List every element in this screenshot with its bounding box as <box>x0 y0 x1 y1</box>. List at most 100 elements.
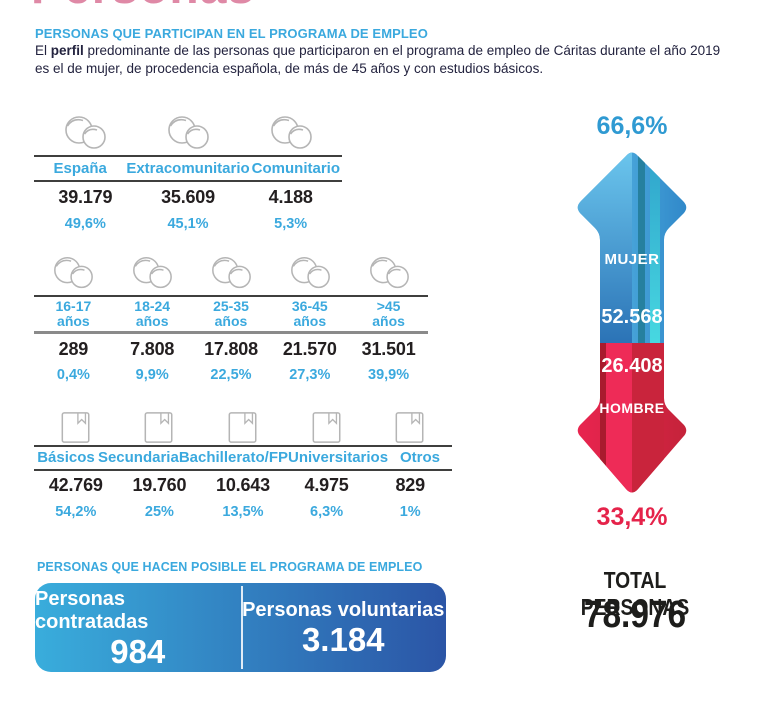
gender-arrow-chart <box>577 152 687 493</box>
origin-value: 39.179 <box>58 186 113 207</box>
age-value: 289 <box>58 338 89 359</box>
age-label: 36-45 <box>291 298 328 314</box>
female-label: MUJER <box>604 251 660 268</box>
intro-rest: predominante de las personas que partici… <box>83 43 721 58</box>
people-icon <box>133 256 173 289</box>
age-label: 25-35 <box>213 298 249 314</box>
age-label: 18-24 <box>134 298 171 314</box>
age-col-icon <box>270 250 349 295</box>
page-title-clipped: Personas <box>31 0 255 15</box>
age-label-sub: años <box>372 313 405 329</box>
divider-line <box>34 180 342 182</box>
origin-label: Comunitario <box>251 159 341 177</box>
education-col-icon <box>201 409 285 445</box>
age-pct: 27,3% <box>289 367 331 383</box>
age-col-icon <box>34 250 113 295</box>
helpers-heading: PERSONAS QUE HACEN POSIBLE EL PROGRAMA D… <box>37 560 423 574</box>
book-icon <box>312 412 341 443</box>
intro-bold-word: perfil <box>50 43 84 58</box>
age-pct: 0,4% <box>56 367 90 383</box>
divider-line <box>34 331 428 334</box>
people-icon <box>54 256 94 289</box>
education-label: Básicos <box>37 449 95 466</box>
intro-line1: El perfil predominante de las personas q… <box>35 42 720 60</box>
male-label: HOMBRE <box>599 400 665 416</box>
contracted-panel: Personas contratadas 984 <box>35 583 241 672</box>
education-pct: 25% <box>144 504 174 520</box>
education-col-icon <box>285 409 369 445</box>
age-pct: 39,9% <box>368 367 410 383</box>
age-value: 21.570 <box>282 338 337 359</box>
education-col-icon <box>34 409 118 445</box>
age-pct: 22,5% <box>210 367 252 383</box>
age-label-sub: años <box>135 313 169 329</box>
age-value: 31.501 <box>361 338 416 359</box>
education-pct: 6,3% <box>310 504 344 520</box>
people-icon <box>270 116 312 149</box>
age-label-sub: años <box>57 313 90 329</box>
origin-pct: 5,3% <box>274 216 308 232</box>
education-col-icon <box>368 409 452 445</box>
age-pct: 9,9% <box>135 367 169 383</box>
age-value: 7.808 <box>130 338 175 359</box>
summary-box: Personas contratadas 984 Personas volunt… <box>35 583 446 672</box>
education-value: 829 <box>395 474 425 495</box>
participants-heading: PERSONAS QUE PARTICIPAN EN EL PROGRAMA D… <box>35 26 428 41</box>
contracted-label: Personas contratadas <box>35 587 149 633</box>
people-icon <box>290 256 330 289</box>
education-table: Básicos Secundaria Bachillerato/FP Unive… <box>34 409 452 525</box>
education-label: Otros <box>400 449 441 466</box>
intro-line2: es el de mujer, de procedencia española,… <box>35 61 544 76</box>
age-col-icon <box>192 250 271 295</box>
origin-col-icon <box>34 110 137 155</box>
age-value: 17.808 <box>204 338 258 359</box>
book-icon <box>61 412 90 443</box>
divider-line <box>34 295 428 297</box>
education-pct: 1% <box>399 504 421 520</box>
age-label-sub: años <box>293 313 327 329</box>
education-label: Bachillerato/FP <box>178 449 289 466</box>
male-value: 26.408 <box>601 355 663 377</box>
origin-table: España Extracomunitario Comunitario 39.1… <box>34 110 342 236</box>
age-label: >45 <box>376 298 401 314</box>
origin-pct: 49,6% <box>64 216 106 232</box>
age-col-icon <box>349 250 428 295</box>
age-col-icon <box>113 250 192 295</box>
age-table: 16-17 años 18-24 años 25-35 años 36-45 años … <box>34 250 428 386</box>
age-label: 16-17 <box>55 298 92 314</box>
origin-pct: 45,1% <box>167 216 209 232</box>
volunteer-value: 3.184 <box>301 621 385 658</box>
people-icon <box>212 256 251 289</box>
divider-line <box>34 469 452 471</box>
people-icon <box>65 116 107 149</box>
male-percentage: 33,4% <box>596 503 668 531</box>
education-label: Secundaria <box>97 449 179 466</box>
education-value: 10.643 <box>216 474 270 495</box>
female-percentage: 66,6% <box>596 112 668 140</box>
volunteer-panel: Personas voluntarias 3.184 <box>241 583 447 672</box>
volunteer-label: Personas voluntarias <box>242 599 445 621</box>
book-icon <box>395 412 424 443</box>
education-value: 19.760 <box>132 474 187 495</box>
origin-col-icon <box>137 110 240 155</box>
book-icon <box>144 412 173 443</box>
education-pct: 54,2% <box>55 504 97 520</box>
intro-paragraph: El perfil predominante de las personas q… <box>35 42 720 78</box>
female-value: 52.568 <box>601 306 663 328</box>
origin-label: España <box>53 159 107 177</box>
total-personas-value: 78.976 <box>583 594 687 636</box>
people-icon <box>369 256 409 289</box>
divider-line <box>34 445 452 447</box>
summary-divider <box>240 586 243 669</box>
education-label: Universitarios <box>288 449 389 466</box>
age-label-sub: años <box>214 313 248 329</box>
education-value: 42.769 <box>48 474 103 495</box>
contracted-value: 984 <box>110 632 166 670</box>
origin-col-icon <box>239 110 342 155</box>
origin-value: 4.188 <box>268 186 313 207</box>
total-personas-label: TOTAL PERSONAS <box>580 567 690 620</box>
education-pct: 13,5% <box>222 504 264 520</box>
people-icon <box>168 116 209 149</box>
education-value: 4.975 <box>304 474 349 495</box>
